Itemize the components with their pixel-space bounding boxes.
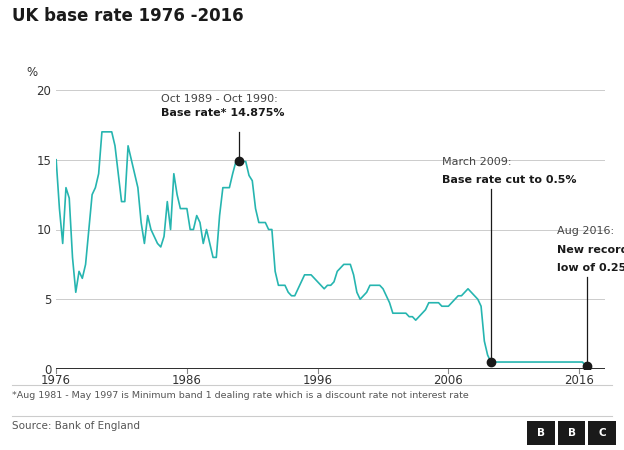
Text: B: B: [568, 428, 575, 438]
Text: Base rate* 14.875%: Base rate* 14.875%: [161, 108, 285, 118]
Text: UK base rate 1976 -2016: UK base rate 1976 -2016: [12, 7, 244, 25]
Text: Source: Bank of England: Source: Bank of England: [12, 421, 140, 431]
Text: March 2009:: March 2009:: [442, 157, 511, 167]
Text: C: C: [598, 428, 606, 438]
Text: low of 0.25%: low of 0.25%: [557, 263, 624, 273]
Text: Base rate cut to 0.5%: Base rate cut to 0.5%: [442, 175, 577, 185]
Text: New record: New record: [557, 245, 624, 255]
Text: Oct 1989 - Oct 1990:: Oct 1989 - Oct 1990:: [161, 94, 278, 104]
Text: %: %: [26, 66, 37, 79]
Text: *Aug 1981 - May 1997 is Minimum band 1 dealing rate which is a discount rate not: *Aug 1981 - May 1997 is Minimum band 1 d…: [12, 392, 469, 400]
Text: Aug 2016:: Aug 2016:: [557, 226, 614, 237]
Text: B: B: [537, 428, 545, 438]
